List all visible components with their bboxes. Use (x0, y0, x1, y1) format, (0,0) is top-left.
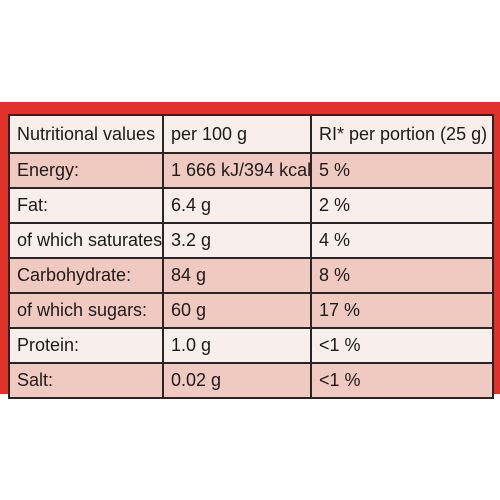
table-row-protein: Protein: 1.0 g <1 % (8, 327, 494, 364)
per-100g-value: 0.02 g (162, 362, 312, 399)
ri-portion-value: 4 % (310, 222, 494, 259)
per-100g-value: 60 g (162, 292, 312, 329)
nutrient-label: Fat: (8, 187, 164, 224)
table-header-row: Nutritional values per 100 g RI* per por… (8, 114, 494, 154)
per-100g-value: 84 g (162, 257, 312, 294)
nutrient-label: Protein: (8, 327, 164, 364)
table-row-fat: Fat: 6.4 g 2 % (8, 187, 494, 224)
nutrient-label: of which sugars: (8, 292, 164, 329)
per-100g-value: 6.4 g (162, 187, 312, 224)
ri-portion-value: 5 % (310, 152, 494, 189)
table-row-sugars: of which sugars: 60 g 17 % (8, 292, 494, 329)
table-row-energy: Energy: 1 666 kJ/394 kcal 5 % (8, 152, 494, 189)
per-100g-value: 1 666 kJ/394 kcal (162, 152, 312, 189)
per-100g-value: 3.2 g (162, 222, 312, 259)
per-100g-value: 1.0 g (162, 327, 312, 364)
ri-portion-value: <1 % (310, 362, 494, 399)
table-row-carbohydrate: Carbohydrate: 84 g 8 % (8, 257, 494, 294)
header-per-100g: per 100 g (162, 114, 312, 154)
table-row-salt: Salt: 0.02 g <1 % (8, 362, 494, 399)
nutrient-label: Carbohydrate: (8, 257, 164, 294)
ri-portion-value: 2 % (310, 187, 494, 224)
header-ri-per-portion: RI* per portion (25 g) (310, 114, 494, 154)
nutrient-label: of which saturates: (8, 222, 164, 259)
nutrient-label: Salt: (8, 362, 164, 399)
header-nutritional-values: Nutritional values (8, 114, 164, 154)
ri-portion-value: 8 % (310, 257, 494, 294)
nutrition-table: Nutritional values per 100 g RI* per por… (8, 114, 494, 399)
nutrient-label: Energy: (8, 152, 164, 189)
ri-portion-value: 17 % (310, 292, 494, 329)
table-row-saturates: of which saturates: 3.2 g 4 % (8, 222, 494, 259)
ri-portion-value: <1 % (310, 327, 494, 364)
